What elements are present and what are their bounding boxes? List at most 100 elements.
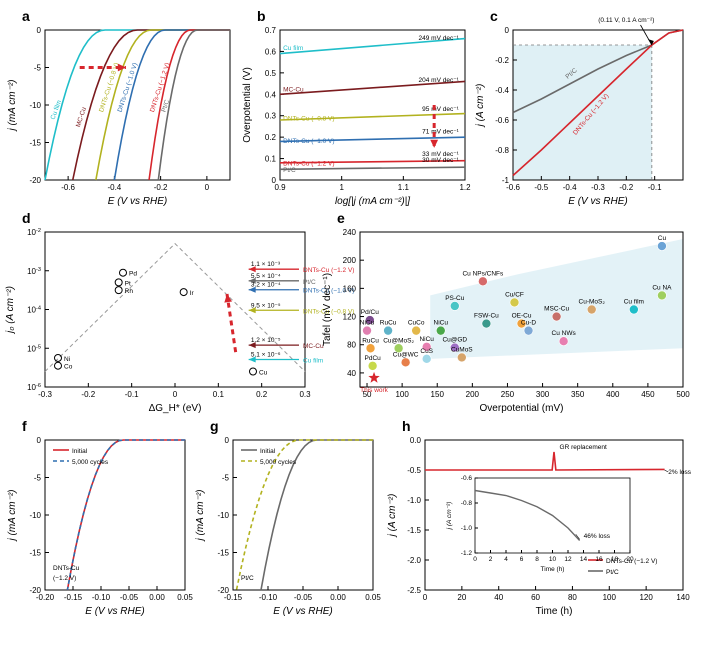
panel-label-f: f — [22, 418, 27, 434]
svg-text:Cu film: Cu film — [624, 299, 644, 306]
svg-text:-0.05: -0.05 — [294, 593, 313, 602]
svg-text:j₀ (A cm⁻²): j₀ (A cm⁻²) — [5, 286, 16, 335]
svg-text:-15: -15 — [29, 139, 41, 148]
svg-text:0.6: 0.6 — [265, 47, 277, 56]
svg-text:PS-Cu: PS-Cu — [445, 295, 465, 302]
svg-text:250: 250 — [501, 390, 515, 399]
svg-text:-0.8: -0.8 — [495, 146, 509, 155]
svg-text:10: 10 — [549, 556, 557, 563]
panel-label-e: e — [337, 210, 345, 226]
svg-text:CuCo: CuCo — [408, 320, 425, 327]
svg-text:Tafel (mV dec⁻¹): Tafel (mV dec⁻¹) — [322, 273, 333, 346]
svg-text:E (V vs RHE): E (V vs RHE) — [108, 196, 167, 207]
pt-RuCu — [366, 344, 375, 353]
svg-text:-5: -5 — [34, 64, 42, 73]
svg-text:0.9: 0.9 — [274, 183, 286, 192]
svg-text:(−1.2 V): (−1.2 V) — [53, 575, 76, 582]
pt-CuCo — [412, 326, 421, 335]
panel-label-h: h — [402, 418, 411, 434]
svg-text:j (mA cm⁻²): j (mA cm⁻²) — [195, 489, 206, 542]
svg-text:-20: -20 — [29, 176, 41, 185]
svg-text:-0.3: -0.3 — [591, 183, 605, 192]
svg-text:300: 300 — [536, 390, 550, 399]
svg-text:j (A cm⁻²): j (A cm⁻²) — [446, 502, 453, 531]
svg-text:0.1: 0.1 — [265, 155, 277, 164]
svg-text:0.3: 0.3 — [265, 112, 277, 121]
svg-text:DNTs-Cu (−0.8 V): DNTs-Cu (−0.8 V) — [283, 116, 334, 123]
svg-text:5.1 × 10⁻⁶: 5.1 × 10⁻⁶ — [251, 351, 281, 358]
svg-text:0.7: 0.7 — [265, 26, 277, 35]
panel-label-g: g — [210, 418, 219, 434]
svg-text:MSC-Cu: MSC-Cu — [544, 306, 569, 313]
svg-text:NiCu: NiCu — [419, 336, 434, 343]
svg-text:40: 40 — [347, 369, 356, 378]
svg-text:Initial: Initial — [260, 448, 276, 455]
svg-text:71 mV dec⁻¹: 71 mV dec⁻¹ — [422, 128, 460, 135]
panel-a: -0.6-0.4-0.20-20-15-10-50E (V vs RHE)j (… — [45, 30, 230, 180]
svg-text:Ir: Ir — [190, 290, 195, 297]
svg-text:DNTs-Cu (−0.8 V): DNTs-Cu (−0.8 V) — [98, 62, 121, 113]
svg-text:8: 8 — [535, 556, 539, 563]
svg-text:Cu-D: Cu-D — [521, 320, 536, 327]
svg-text:j (A cm⁻²): j (A cm⁻²) — [475, 84, 486, 129]
svg-text:-0.6: -0.6 — [461, 475, 473, 482]
pt-Cu — [657, 242, 666, 251]
svg-text:100: 100 — [395, 390, 409, 399]
svg-text:0: 0 — [473, 556, 477, 563]
svg-text:-15: -15 — [217, 549, 229, 558]
svg-text:Pd: Pd — [129, 271, 137, 278]
svg-text:1.1: 1.1 — [398, 183, 410, 192]
panel-c: -0.6-0.5-0.4-0.3-0.2-0.1-1-0.8-0.6-0.4-0… — [513, 30, 683, 180]
svg-text:0: 0 — [423, 593, 428, 602]
svg-text:2: 2 — [489, 556, 493, 563]
svg-text:18: 18 — [611, 556, 619, 563]
svg-text:This work: This work — [360, 387, 389, 394]
figure-root: a -0.6-0.4-0.20-20-15-10-50E (V vs RHE)j … — [0, 0, 709, 661]
pt-Cu/CF — [510, 298, 519, 307]
panel-e: 5010015020025030035040045050040801201602… — [360, 232, 683, 387]
svg-text:0.3: 0.3 — [299, 390, 311, 399]
pt-Cu-D — [524, 326, 533, 335]
svg-text:500: 500 — [676, 390, 690, 399]
svg-text:0.2: 0.2 — [265, 133, 277, 142]
svg-text:46% loss: 46% loss — [584, 533, 611, 540]
svg-text:400: 400 — [606, 390, 620, 399]
svg-text:Overpotential (mV): Overpotential (mV) — [480, 403, 564, 414]
svg-text:0.5: 0.5 — [265, 69, 277, 78]
svg-text:9.5 × 10⁻⁵: 9.5 × 10⁻⁵ — [251, 302, 281, 309]
svg-text:Cu NWs: Cu NWs — [552, 330, 577, 337]
svg-text:0.05: 0.05 — [365, 593, 381, 602]
point-undefined — [115, 279, 122, 286]
pt-CuMoS — [457, 353, 466, 362]
panel-b: 0.911.11.200.10.20.30.40.50.60.7log[|j (… — [280, 30, 465, 180]
svg-text:E (V vs RHE): E (V vs RHE) — [273, 606, 332, 617]
pt-Cu@WC — [401, 358, 410, 367]
svg-text:ΔG_H* (eV): ΔG_H* (eV) — [149, 403, 202, 414]
svg-text:0: 0 — [225, 436, 230, 445]
svg-text:0: 0 — [37, 436, 42, 445]
point-undefined — [115, 287, 122, 294]
panel-label-a: a — [22, 8, 30, 24]
svg-text:Cu@GD: Cu@GD — [442, 337, 467, 344]
svg-text:log[|j (mA cm⁻²)|]: log[|j (mA cm⁻²)|] — [335, 196, 410, 207]
svg-text:Pt/C: Pt/C — [241, 575, 254, 582]
svg-text:-0.10: -0.10 — [92, 593, 111, 602]
pt-PdCu — [368, 361, 377, 370]
svg-text:204 mV dec⁻¹: 204 mV dec⁻¹ — [419, 77, 460, 84]
svg-text:Ni: Ni — [64, 356, 70, 363]
svg-text:Cu@MoS₂: Cu@MoS₂ — [383, 337, 414, 344]
svg-text:-1.0: -1.0 — [407, 496, 421, 505]
svg-text:NiCu: NiCu — [360, 320, 375, 327]
svg-text:Cu: Cu — [658, 235, 667, 242]
svg-text:E (V vs RHE): E (V vs RHE) — [85, 606, 144, 617]
svg-text:PdCu: PdCu — [365, 355, 382, 362]
svg-text:200: 200 — [466, 390, 480, 399]
svg-text:j (A cm⁻²): j (A cm⁻²) — [387, 494, 398, 539]
svg-text:Cu@WC: Cu@WC — [393, 351, 419, 358]
svg-text:Cu film: Cu film — [283, 45, 303, 52]
svg-text:0.0: 0.0 — [410, 436, 422, 445]
svg-text:MC-Cu: MC-Cu — [303, 343, 324, 350]
svg-text:Pt: Pt — [125, 280, 131, 287]
svg-text:CuS: CuS — [420, 348, 433, 355]
pt-Cu film — [629, 305, 638, 314]
